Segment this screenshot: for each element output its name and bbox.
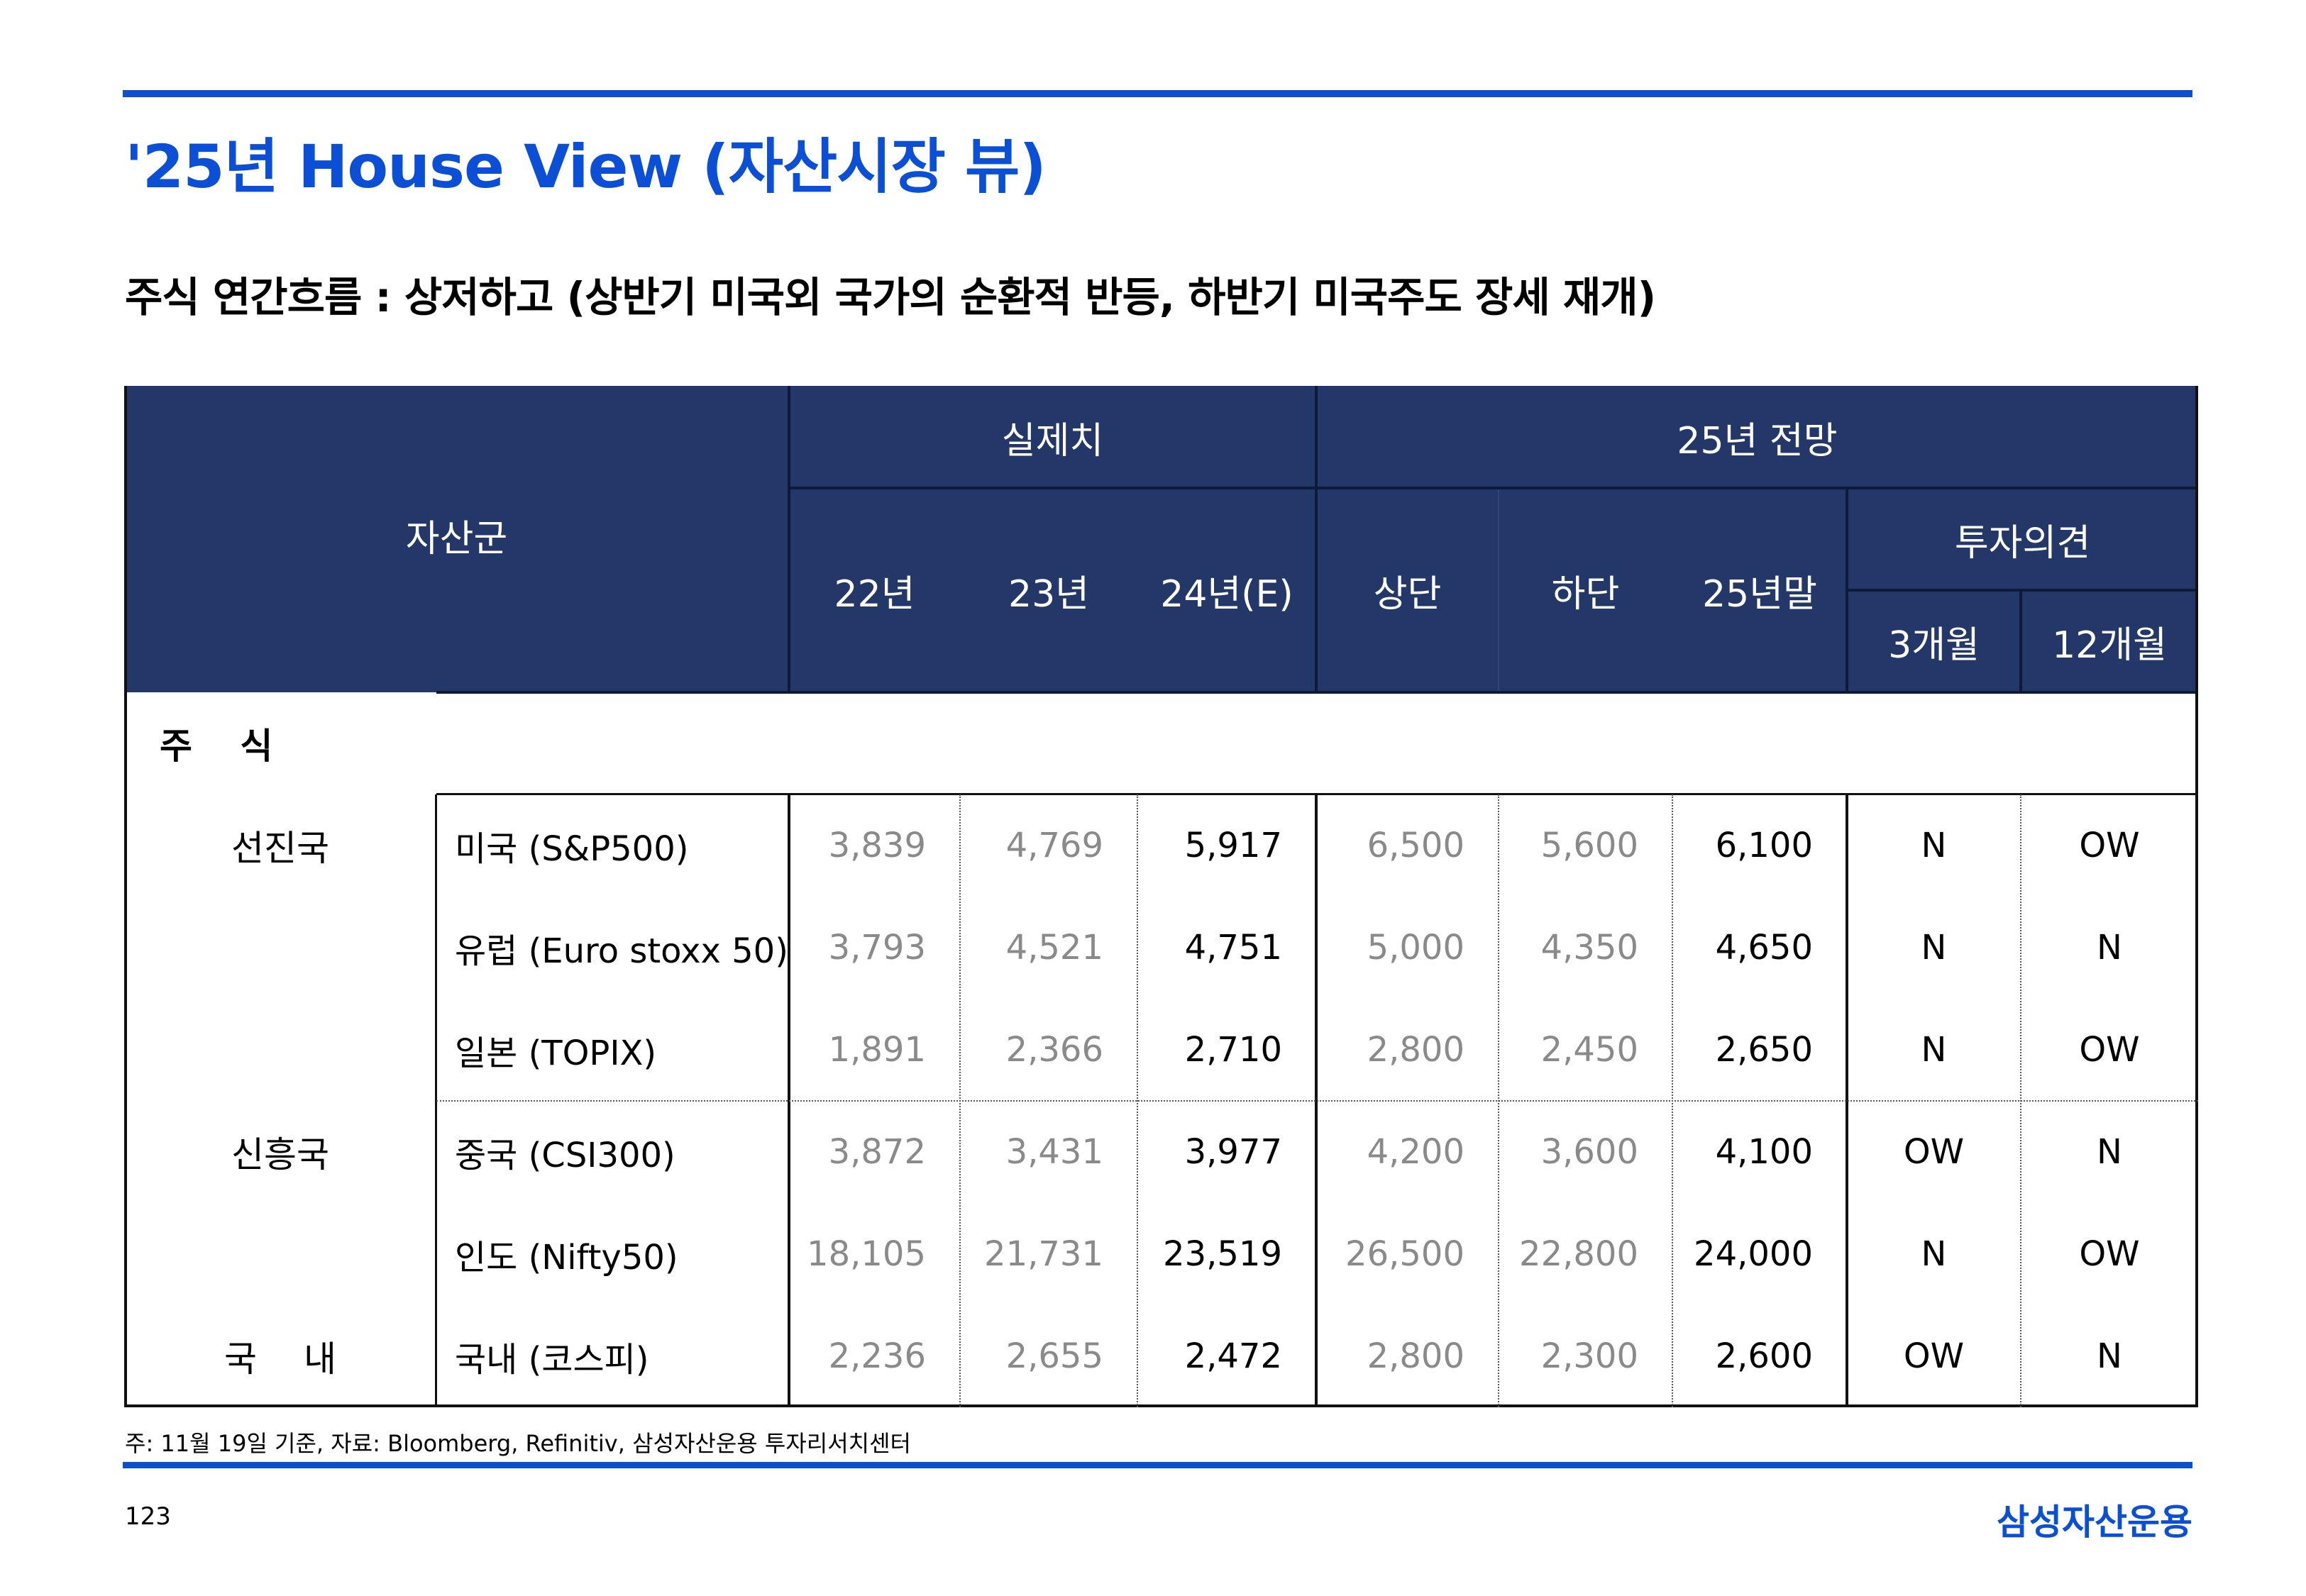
value-cell-v23: 2,366 <box>1005 1030 1103 1070</box>
value-cell-low: 2,300 <box>1540 1336 1638 1376</box>
value-cell-m3: N <box>1921 1030 1947 1070</box>
page-number: 123 <box>125 1502 171 1531</box>
value-cell-v24: 5,917 <box>1184 826 1282 865</box>
col-divider <box>435 794 437 1407</box>
value-cell-m12: OW <box>2079 1030 2140 1070</box>
value-cell-m3: N <box>1921 826 1947 865</box>
col-header-23: 23년 <box>960 488 1137 692</box>
samsung-asset-management-logo: 삼성자산운용 <box>1997 1502 2192 1543</box>
value-cell-end: 4,100 <box>1715 1132 1813 1172</box>
value-cell-low: 3,600 <box>1540 1132 1638 1172</box>
value-cell-v22: 18,105 <box>807 1234 926 1274</box>
forecast-group-header: 25년 전망 <box>1316 386 2198 488</box>
page-subtitle: 주식 연간흐름 : 상저하고 (상반기 미국외 국가의 순환적 반등, 하반기 … <box>125 273 1656 321</box>
group-label-emerging: 신흥국 <box>231 1134 329 1175</box>
value-cell-high: 5,000 <box>1367 928 1464 968</box>
value-cell-m12: N <box>2097 1132 2122 1172</box>
value-cell-m3: N <box>1921 1234 1947 1274</box>
asset-name-cell: 인도 (Nifty50) <box>455 1238 678 1278</box>
asset-name-cell: 미국 (S&P500) <box>455 829 689 869</box>
value-cell-end: 2,650 <box>1715 1030 1813 1070</box>
value-cell-m12: OW <box>2079 826 2140 865</box>
value-cell-m3: OW <box>1903 1336 1965 1376</box>
value-cell-v23: 21,731 <box>984 1234 1103 1274</box>
value-cell-m3: N <box>1921 928 1947 968</box>
col-header-24e: 24년(E) <box>1137 488 1316 692</box>
value-cell-v23: 3,431 <box>1005 1132 1103 1172</box>
col-header-year-end: 25년말 <box>1672 488 1847 692</box>
col-header-low: 하단 <box>1499 488 1672 692</box>
value-cell-m12: OW <box>2079 1234 2140 1274</box>
value-cell-end: 2,600 <box>1715 1336 1813 1376</box>
col-header-high: 상단 <box>1316 488 1499 692</box>
col-header-22: 22년 <box>789 488 960 692</box>
page-title: '25년 House View (자산시장 뷰) <box>125 132 1047 201</box>
value-cell-low: 22,800 <box>1519 1234 1638 1274</box>
table-border <box>2195 386 2198 1407</box>
value-cell-m12: N <box>2097 928 2122 968</box>
house-view-table: 자산군 실제치 25년 전망 22년 23년 24년(E) 상단 하단 25년말… <box>124 386 2198 1407</box>
value-cell-v22: 3,839 <box>828 826 926 865</box>
category-label: 주 식 <box>160 726 273 767</box>
value-cell-m3: OW <box>1903 1132 1965 1172</box>
value-cell-end: 4,650 <box>1715 928 1813 968</box>
value-cell-v22: 2,236 <box>828 1336 926 1376</box>
table-border <box>124 1404 2198 1407</box>
header-divider <box>1498 488 1499 692</box>
group-divider-dotted <box>436 1100 2198 1102</box>
table-border <box>124 386 127 1407</box>
col-header-3m: 3개월 <box>1847 590 2021 692</box>
value-cell-v22: 3,793 <box>828 928 926 968</box>
value-cell-v22: 1,891 <box>828 1030 926 1070</box>
value-cell-v24: 4,751 <box>1184 928 1282 968</box>
value-cell-v24: 23,519 <box>1163 1234 1282 1274</box>
value-cell-v23: 4,769 <box>1005 826 1103 865</box>
value-cell-high: 2,800 <box>1367 1336 1464 1376</box>
value-cell-v24: 2,710 <box>1184 1030 1282 1070</box>
value-cell-high: 2,800 <box>1367 1030 1464 1070</box>
col-header-12m: 12개월 <box>2021 590 2198 692</box>
bottom-rule <box>123 1462 2192 1468</box>
actual-group-header: 실제치 <box>789 386 1316 488</box>
row-divider <box>436 793 2198 795</box>
asset-class-header: 자산군 <box>124 386 789 692</box>
header-divider <box>436 691 2198 694</box>
asset-name-cell: 일본 (TOPIX) <box>455 1033 657 1073</box>
value-cell-m12: N <box>2097 1336 2122 1376</box>
value-cell-high: 26,500 <box>1345 1234 1464 1274</box>
value-cell-high: 4,200 <box>1367 1132 1464 1172</box>
header-divider <box>789 487 2198 489</box>
asset-name-cell: 중국 (CSI300) <box>455 1136 675 1175</box>
group-label-developed: 선진국 <box>231 828 329 869</box>
value-cell-v24: 3,977 <box>1184 1132 1282 1172</box>
opinion-group-header: 투자의견 <box>1847 488 2198 590</box>
value-cell-v22: 3,872 <box>828 1132 926 1172</box>
asset-name-cell: 유럽 (Euro stoxx 50) <box>455 931 788 971</box>
value-cell-v23: 2,655 <box>1005 1336 1103 1376</box>
header-divider <box>1847 589 2198 592</box>
group-label-domestic: 국 내 <box>224 1339 336 1380</box>
value-cell-high: 6,500 <box>1367 826 1464 865</box>
header-divider <box>788 386 790 692</box>
value-cell-v23: 4,521 <box>1005 928 1103 968</box>
value-cell-low: 2,450 <box>1540 1030 1638 1070</box>
header-divider <box>2019 590 2022 692</box>
footnote: 주: 11월 19일 기준, 자료: Bloomberg, Refinitiv,… <box>125 1430 911 1457</box>
value-cell-v24: 2,472 <box>1184 1336 1282 1376</box>
value-cell-low: 5,600 <box>1540 826 1638 865</box>
asset-name-cell: 국내 (코스피) <box>455 1340 649 1380</box>
header-divider <box>1315 386 1318 692</box>
top-rule <box>123 90 2192 97</box>
value-cell-low: 4,350 <box>1540 928 1638 968</box>
value-cell-end: 24,000 <box>1694 1234 1813 1274</box>
value-cell-end: 6,100 <box>1715 826 1813 865</box>
